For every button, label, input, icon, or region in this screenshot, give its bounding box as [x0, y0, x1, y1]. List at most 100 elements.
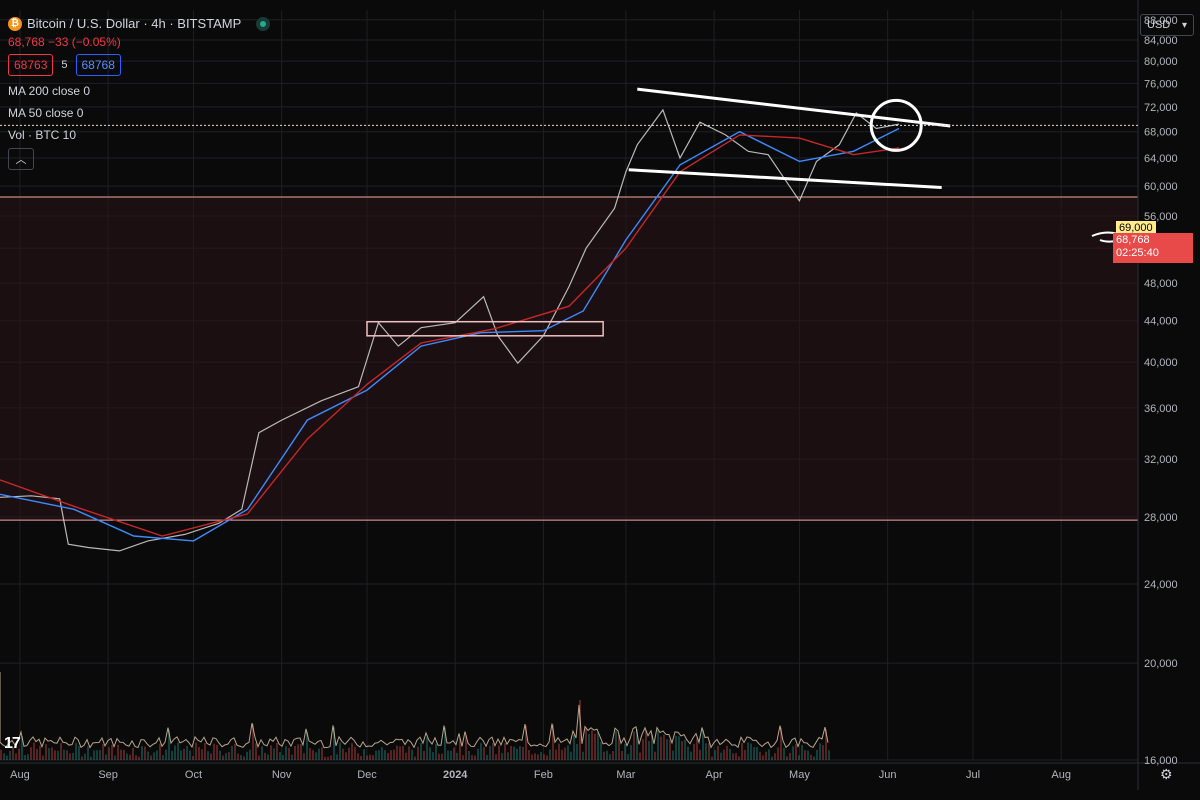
volume-bar — [144, 746, 146, 760]
volume-bar — [135, 755, 137, 760]
volume-bar — [651, 734, 653, 760]
volume-bar — [459, 738, 461, 760]
volume-bar — [819, 743, 821, 760]
volume-bar — [753, 747, 755, 760]
volume-bar — [456, 752, 458, 760]
symbol-title[interactable]: Bitcoin / U.S. Dollar · 4h · BITSTAMP — [27, 16, 242, 31]
volume-bar — [663, 734, 665, 760]
volume-bar — [378, 750, 380, 760]
volume-bar — [372, 755, 374, 760]
ma50-line — [0, 127, 900, 542]
volume-bar — [216, 744, 218, 760]
volume-bar — [303, 753, 305, 760]
volume-bar — [444, 727, 446, 760]
volume-bar — [495, 754, 497, 760]
price-tick-label: 36,000 — [1144, 403, 1178, 415]
volume-bar — [183, 748, 185, 760]
volume-bar — [111, 744, 113, 760]
volume-bar — [447, 750, 449, 760]
volume-bar — [201, 749, 203, 760]
volume-bar — [606, 750, 608, 760]
volume-bar — [204, 742, 206, 760]
volume-bar — [756, 747, 758, 760]
volume-bar — [219, 750, 221, 760]
buy-button[interactable]: 68768 — [75, 54, 121, 76]
volume-bar — [432, 752, 434, 760]
volume-bar — [30, 747, 32, 760]
volume-bar — [300, 744, 302, 760]
volume-bar — [180, 750, 182, 760]
volume-bar — [273, 748, 275, 760]
volume-bar — [75, 742, 77, 760]
volume-bar — [513, 746, 515, 760]
chevron-up-icon: ︿ — [15, 154, 27, 166]
volume-bar — [186, 745, 188, 760]
volume-bar — [354, 746, 356, 760]
volume-bar — [27, 754, 29, 760]
settings-gear-icon[interactable]: ⚙ — [1160, 766, 1173, 782]
volume-bar — [177, 742, 179, 760]
volume-bar — [612, 751, 614, 760]
volume-bar — [417, 746, 419, 760]
volume-bar — [783, 747, 785, 760]
volume-bar — [60, 743, 62, 760]
volume-bar — [174, 745, 176, 760]
volume-bar — [615, 730, 617, 760]
volume-bar — [0, 749, 2, 760]
indicator-ma200[interactable]: MA 200 close 0 — [8, 84, 91, 98]
indicator-volume[interactable]: Vol · BTC 10 — [8, 128, 77, 142]
volume-bar — [237, 753, 239, 760]
volume-bar — [486, 754, 488, 760]
volume-bar — [720, 752, 722, 760]
volume-bar — [243, 756, 245, 760]
volume-bar — [426, 737, 428, 760]
volume-bar — [246, 751, 248, 760]
volume-bar — [387, 753, 389, 760]
time-tick-label: Jun — [879, 769, 897, 781]
currency-select[interactable]: USD — [1140, 14, 1194, 36]
volume-bar — [735, 753, 737, 760]
volume-bar — [633, 731, 635, 760]
volume-bar — [393, 749, 395, 760]
volume-bar — [291, 754, 293, 760]
time-tick-label: Mar — [616, 769, 635, 781]
volume-bar — [117, 744, 119, 760]
volume-bar — [771, 756, 773, 760]
volume-bar — [18, 748, 20, 760]
volume-bar — [591, 730, 593, 760]
volume-bar — [87, 746, 89, 760]
volume-bar — [288, 748, 290, 760]
volume-bar — [141, 746, 143, 760]
volume-bar — [795, 744, 797, 760]
volume-bar — [465, 735, 467, 760]
volume-bar — [105, 754, 107, 760]
volume-bar — [267, 754, 269, 760]
volume-bar — [168, 730, 170, 760]
volume-bar — [654, 751, 656, 760]
volume-bar — [318, 748, 320, 760]
volume-bar — [582, 751, 584, 760]
volume-bar — [414, 756, 416, 760]
price-tick-label: 20,000 — [1144, 658, 1178, 670]
volume-bar — [675, 735, 677, 760]
volume-bar — [411, 749, 413, 760]
volume-ma-line — [0, 672, 829, 749]
volume-bar — [798, 755, 800, 760]
current-price-tag: 68,768 02:25:40 — [1113, 233, 1193, 263]
volume-bar — [438, 753, 440, 760]
order-buttons: 68763 5 68768 — [8, 54, 270, 76]
indicator-ma50[interactable]: MA 50 close 0 — [8, 106, 84, 120]
volume-bar — [825, 729, 827, 760]
volume-bar — [396, 745, 398, 760]
volume-bar — [570, 751, 572, 760]
volume-bar — [150, 755, 152, 760]
symbol-title-row[interactable]: ₿ Bitcoin / U.S. Dollar · 4h · BITSTAMP — [8, 16, 271, 31]
sell-button[interactable]: 68763 — [8, 54, 54, 76]
collapse-legend-button[interactable]: ︿ — [8, 148, 34, 170]
volume-bar — [762, 755, 764, 760]
time-tick-label: 2024 — [443, 769, 468, 781]
tradingview-logo[interactable]: 17 — [4, 735, 21, 752]
volume-bar — [369, 754, 371, 760]
